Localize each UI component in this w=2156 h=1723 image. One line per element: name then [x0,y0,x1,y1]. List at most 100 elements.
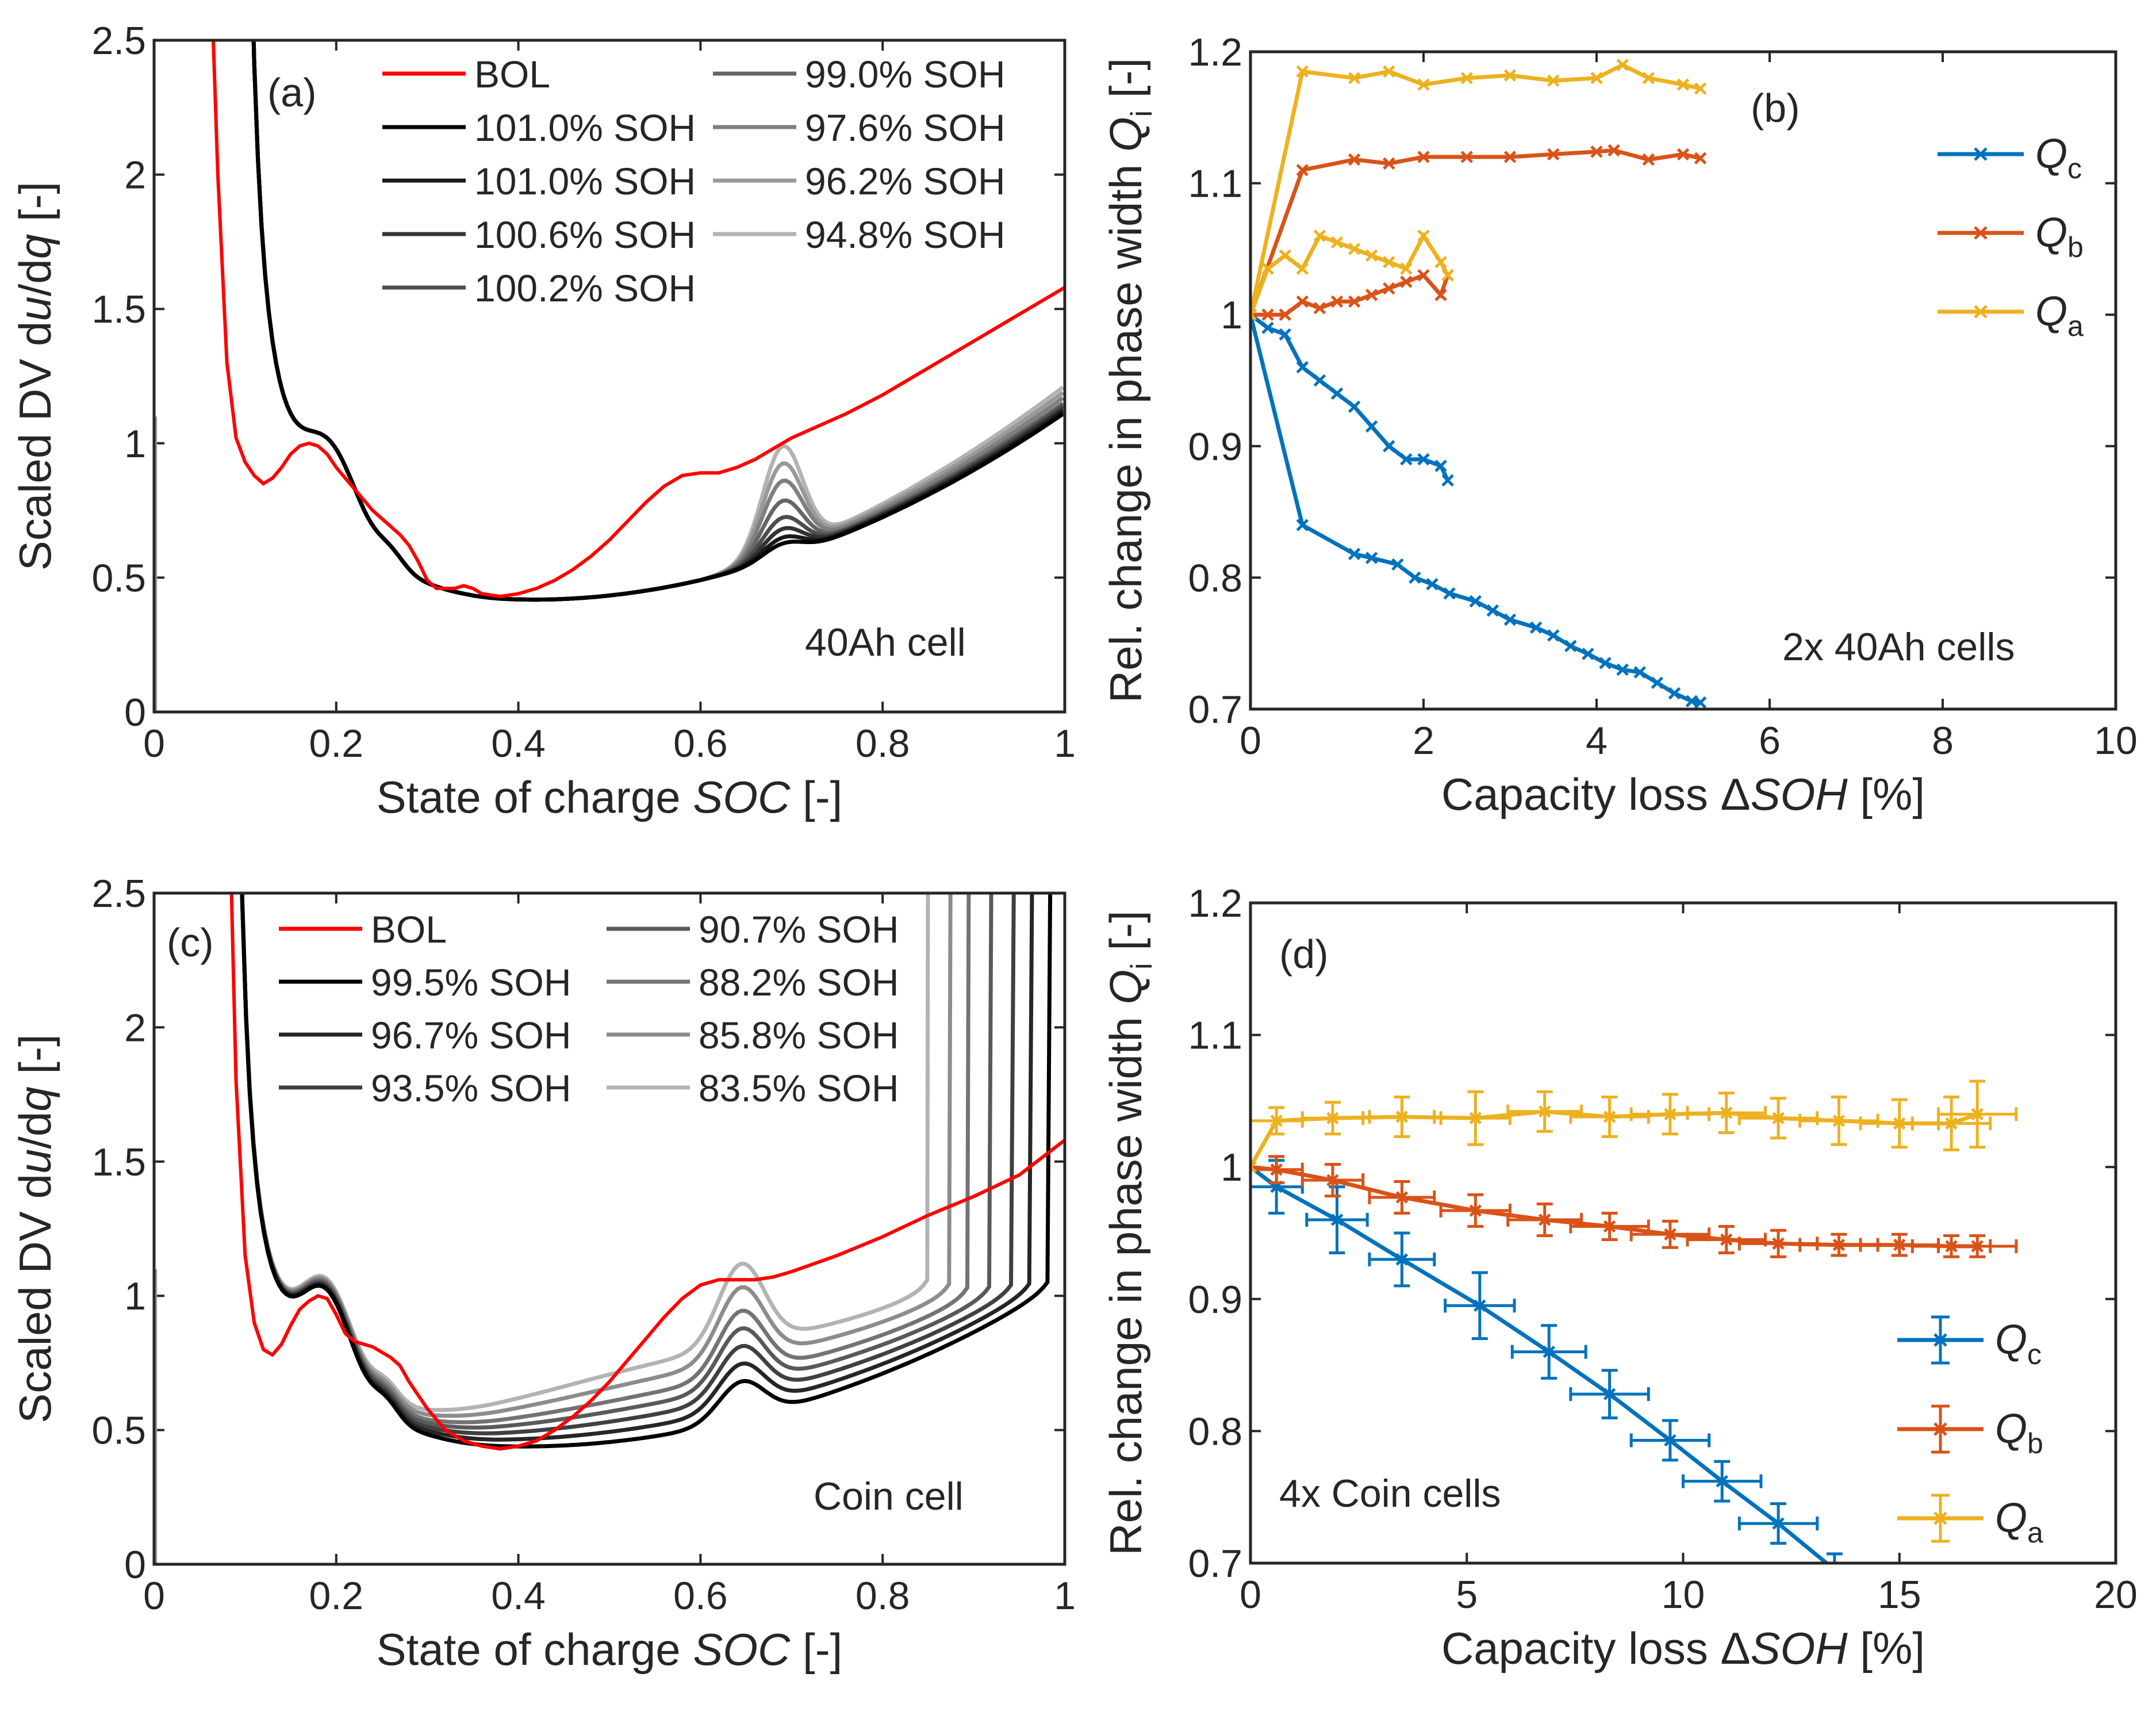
data-point [1664,1228,1677,1241]
legend-label: 100.6% SOH [474,213,696,256]
data-point [1971,1240,1984,1253]
y-tick-label: 0.8 [1188,1410,1242,1453]
y-tick-label: 0 [124,691,146,734]
data-point [1772,1112,1785,1125]
data-point [1296,519,1309,531]
panel-label: (a) [267,70,317,115]
y-tick-label: 1 [124,422,146,466]
bol-curve [212,40,1065,599]
data-point [1395,1253,1409,1266]
data-point [1434,289,1447,301]
data-point [1400,453,1413,466]
x-tick-label: 5 [1456,1573,1478,1617]
y-tick-label: 1.5 [91,1140,146,1184]
data-point [1417,151,1430,163]
y-axis-label: Rel. change in phase width Qi [-] [1100,58,1158,703]
data-point [1503,151,1517,163]
data-point [1365,552,1378,564]
x-tick-label: 0.6 [673,1574,728,1618]
x-tick-label: 10 [1662,1573,1705,1617]
data-point [1694,82,1707,95]
data-point [1677,148,1690,161]
data-point [1348,400,1361,413]
y-tick-label: 1 [124,1274,146,1318]
x-tick-label: 20 [2094,1573,2138,1617]
x-tick-label: 0 [1240,1573,1261,1617]
data-point [1547,74,1560,87]
y-tick-label: 1.1 [1188,162,1242,206]
data-point [1391,558,1404,571]
legend-label: 97.6% SOH [805,106,1006,149]
data-point [1348,243,1361,255]
x-tick-label: 0 [143,722,165,765]
y-tick-label: 2 [124,1006,146,1050]
legend-item: 101.0% SOH [382,106,696,149]
data-point [1642,71,1655,85]
axes-box [152,39,1067,714]
legend-label: 96.7% SOH [371,1014,571,1056]
legend-item: BOL [279,908,447,951]
legend-item: 100.2% SOH [382,267,696,309]
data-point [1460,71,1474,85]
legend-label: 96.2% SOH [805,160,1006,202]
data-point [1383,440,1395,453]
data-point [1469,1204,1482,1217]
data-point [1383,255,1395,269]
legend-label: Qc [2035,131,2082,185]
plot-area [1250,59,1707,709]
legend-item: 97.6% SOH [713,106,1006,149]
y-tick-label: 0.7 [1188,688,1242,732]
legend-label: 93.5% SOH [371,1067,571,1109]
data-point [1772,1517,1785,1530]
data-point [1469,1112,1482,1125]
data-point [1330,387,1344,400]
axes-box [1249,901,2117,1565]
y-tick-label: 2.5 [91,872,146,916]
data-point [1434,255,1447,269]
legend-item: 93.5% SOH [279,1067,571,1109]
legend-item: Qc [1938,131,2082,185]
data-point [1547,148,1560,161]
legend-item: 96.7% SOH [279,1014,571,1056]
data-point [1426,578,1438,591]
aging-curve [240,893,1053,1449]
legend-label: Qa [2035,289,2084,342]
series-Qa [1250,59,1707,321]
y-tick-label: 1.2 [1188,882,1242,925]
legend-label: 99.5% SOH [371,961,571,1004]
data-point [1296,361,1309,374]
data-point [1603,1388,1616,1400]
data-point [1250,1161,1257,1173]
series-Qb [1250,144,1707,321]
annotation: 40Ah cell [805,621,966,664]
legend-item: BOL [382,53,550,95]
data-point [1417,453,1430,466]
x-tick-label: 6 [1759,719,1781,763]
legend-item: 88.2% SOH [607,961,899,1004]
legend-item: Qc [1897,1315,2042,1370]
y-tick-label: 1.5 [91,288,146,331]
x-tick-label: 1 [1054,722,1076,765]
data-point [1270,1163,1283,1176]
legend-label: 88.2% SOH [699,961,899,1004]
legend-label: 94.8% SOH [805,213,1006,256]
legend-item: 101.0% SOH [382,160,696,202]
data-point [1832,1115,1846,1127]
data-point [1590,145,1603,158]
data-point [1832,1238,1846,1251]
data-point [1383,65,1395,78]
series-Qa [1250,229,1454,321]
data-point [1642,153,1655,166]
data-point [1443,587,1456,600]
data-point [1383,282,1395,295]
data-point [1400,275,1413,288]
data-point [1564,640,1577,653]
series-line [1250,273,1450,317]
plot-area [1250,1079,2018,1563]
x-tick-label: 8 [1932,719,1954,763]
data-point [1296,262,1309,275]
data-point [1279,308,1291,321]
legend-item: Qa [1897,1494,2043,1549]
x-tick-label: 0.2 [309,722,364,765]
data-point [1503,69,1517,82]
